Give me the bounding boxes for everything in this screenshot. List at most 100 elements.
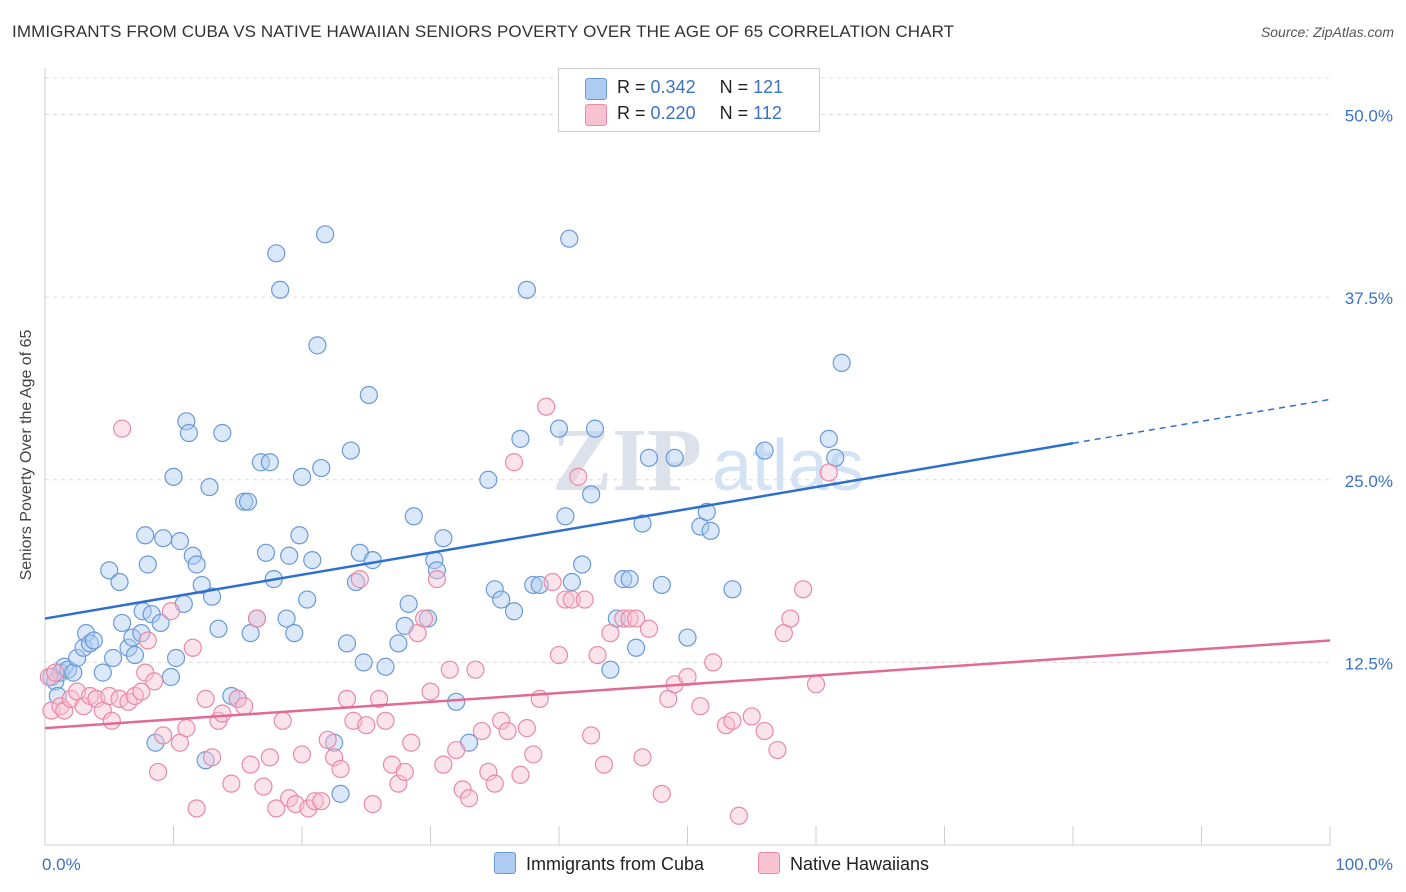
hawaiian-point <box>222 774 241 793</box>
cuba-point <box>213 423 232 443</box>
cuba-point <box>434 529 453 548</box>
legend-r-value: 0.220 <box>650 103 696 123</box>
cuba-point <box>303 551 322 570</box>
hawaiian-point <box>112 419 132 438</box>
cuba-point <box>64 663 83 682</box>
stats-legend: R = 0.342 N = 121 R = 0.220 N = 112 <box>558 68 820 132</box>
legend-swatch-blue <box>585 78 607 100</box>
hawaiian-point <box>376 711 395 730</box>
hawaiian-point <box>273 711 292 730</box>
cuba-point <box>620 570 639 589</box>
watermark-atlas: atlas <box>712 426 864 506</box>
cuba-point <box>280 546 299 565</box>
cuba-point <box>123 628 142 647</box>
y-tick-label: 50.0% <box>1345 107 1393 126</box>
cuba-point <box>399 594 418 614</box>
y-tick-label: 12.5% <box>1345 654 1393 673</box>
cuba-point <box>138 555 157 574</box>
cuba-point <box>77 624 96 643</box>
hawaiian-point <box>196 689 215 709</box>
hawaiian-point <box>582 726 601 745</box>
hawaiian-point <box>55 701 74 720</box>
hawaiian-point <box>202 748 222 767</box>
cuba-point <box>755 441 774 460</box>
cuba-point <box>354 653 373 672</box>
cuba-point <box>376 657 395 676</box>
hawaiian-point <box>588 645 607 665</box>
cuba-point <box>389 634 408 653</box>
hawaiian-point <box>148 762 168 782</box>
hawaiian-point <box>138 631 157 650</box>
cuba-point <box>701 521 720 540</box>
cuba-point <box>132 624 151 643</box>
cuba-point <box>308 336 327 355</box>
hawaiian-point <box>440 660 459 679</box>
y-tick-label: 25.0% <box>1345 472 1393 491</box>
cuba-trendline-extension <box>1072 398 1331 444</box>
hawaiian-point <box>742 707 761 726</box>
hawaiian-point <box>161 602 181 621</box>
hawaiian-point <box>145 672 164 691</box>
hawaiian-point <box>639 619 659 638</box>
hawaiian-point <box>254 777 273 796</box>
legend-r-label: R = <box>617 77 646 97</box>
hawaiian-point <box>331 759 350 779</box>
hawaiian-point <box>806 675 826 694</box>
hawaiian-point <box>154 726 173 745</box>
cuba-point <box>119 638 138 657</box>
cuba-point <box>298 590 317 609</box>
bottom-legend-hawaiian: Native Hawaiians <box>758 852 929 875</box>
cuba-point <box>68 648 87 668</box>
hawaiian-point <box>213 704 232 723</box>
cuba-point <box>93 663 112 682</box>
hawaiian-point <box>549 645 569 665</box>
cuba-point <box>404 507 423 526</box>
bottom-legend-cuba: Immigrants from Cuba <box>494 852 704 875</box>
cuba-point <box>260 453 279 472</box>
cuba-point <box>112 613 132 633</box>
cuba-point <box>517 280 536 299</box>
hawaiian-point <box>177 719 196 738</box>
cuba-point <box>290 526 309 545</box>
hawaiian-point <box>472 721 491 741</box>
bottom-legend-swatch-blue <box>494 852 516 874</box>
watermark-zip: ZIP <box>552 411 702 510</box>
cuba-point <box>100 561 119 580</box>
cuba-point <box>819 429 838 448</box>
hawaiian-point <box>504 453 524 472</box>
hawaiian-point <box>459 789 479 808</box>
hawaiian-point <box>485 774 504 793</box>
hawaiian-point <box>267 799 286 818</box>
cuba-point <box>337 634 357 653</box>
cuba-point <box>316 225 335 244</box>
hawaiian-point <box>819 463 838 482</box>
cuba-point <box>560 229 579 248</box>
hawaiian-point <box>427 570 447 589</box>
cuba-point <box>125 645 145 665</box>
source-label: Source: ZipAtlas.com <box>1260 24 1394 40</box>
hawaiian-point <box>492 711 511 730</box>
hawaiian-point <box>247 609 267 628</box>
hawaiian-point <box>569 467 588 486</box>
cuba-point <box>267 244 286 263</box>
legend-n-value: 121 <box>753 77 784 97</box>
cuba-point <box>183 546 202 565</box>
hawaiian-point <box>414 609 434 628</box>
cuba-point <box>331 784 350 803</box>
cuba-point <box>492 590 511 609</box>
hawaiian-point <box>370 689 389 709</box>
cuba-point <box>166 648 186 668</box>
cuba-point <box>562 572 581 592</box>
legend-swatch-pink <box>585 104 607 126</box>
hawaiian-point <box>421 682 440 701</box>
hawaiian-point <box>402 733 421 752</box>
cuba-point <box>485 580 504 599</box>
cuba-point <box>504 602 524 621</box>
x-tick-label: 100.0% <box>1335 855 1393 874</box>
cuba-point <box>136 526 155 545</box>
cuba-point <box>626 638 646 657</box>
hawaiian-point <box>292 745 312 764</box>
cuba-point <box>238 492 258 511</box>
cuba-point <box>235 492 254 511</box>
